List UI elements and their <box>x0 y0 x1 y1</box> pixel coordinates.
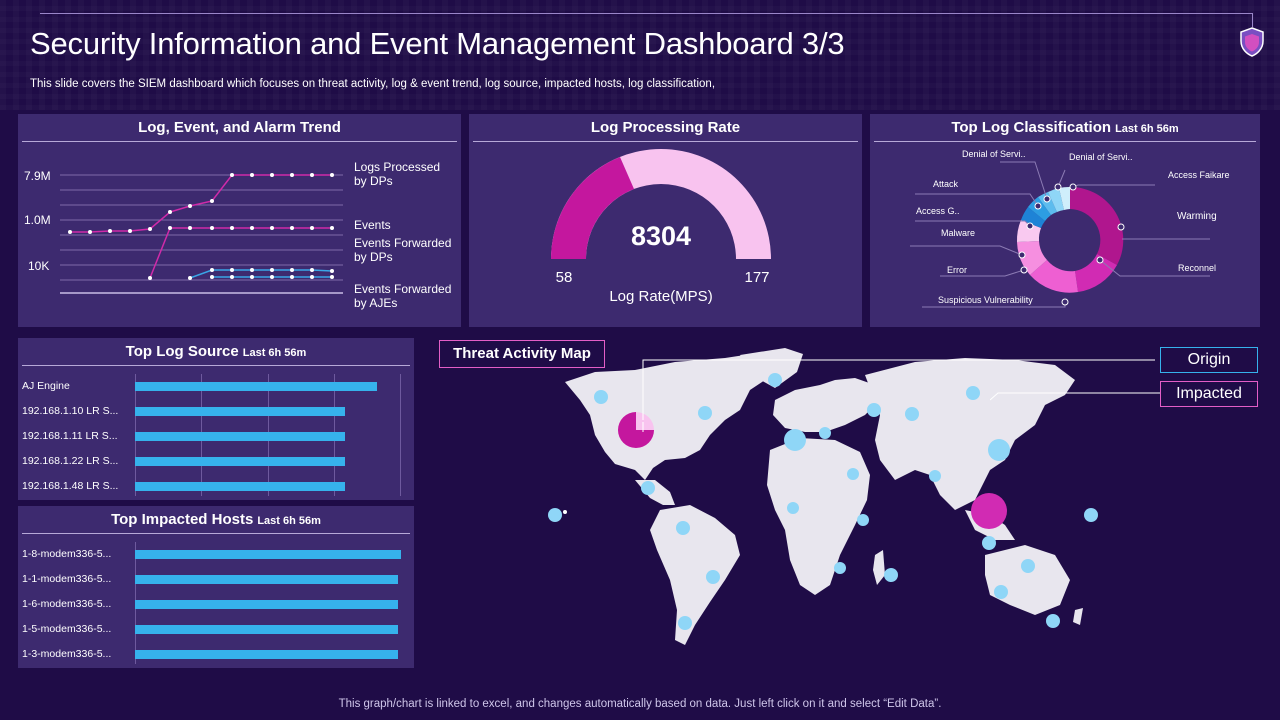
gauge-min: 58 <box>556 269 573 286</box>
origin-markers <box>548 373 1098 630</box>
row-label: 1-5-modem336-5... <box>22 623 112 635</box>
gauge-panel-title: Log Processing Rate <box>473 114 858 142</box>
log-source-panel-title: Top Log Source Last 6h 56m <box>22 338 410 366</box>
row-bar <box>135 575 398 584</box>
class-label-reconnel: Reconnel <box>1178 263 1216 273</box>
trend-panel-title: Log, Event, and Alarm Trend <box>22 114 457 142</box>
impacted-subtitle: Last 6h 56m <box>257 515 321 527</box>
y-tick-1-0m: 1.0M <box>24 213 51 227</box>
class-label-suspicious: Suspicious Vulnerability <box>938 295 1033 305</box>
page-subtitle: This slide covers the SIEM dashboard whi… <box>30 78 716 90</box>
row-bar <box>135 650 398 659</box>
class-label-malware: Malware <box>941 228 975 238</box>
row-label: 192.168.1.48 LR S... <box>22 480 119 492</box>
series-events-forwarded-points <box>188 268 334 280</box>
class-label-error: Error <box>947 265 967 275</box>
legend-events-forwarded-ajes: Events Forwarded by AJEs <box>354 282 452 310</box>
row-label: 1-1-modem336-5... <box>22 573 112 585</box>
header-rule-drop <box>1252 13 1253 27</box>
classification-title-text: Top Log Classification <box>951 119 1112 136</box>
row-label: 192.168.1.10 LR S... <box>22 405 119 417</box>
classification-panel: Top Log Classification Last 6h 56m <box>870 114 1260 327</box>
row-label: 1-6-modem336-5... <box>22 598 112 610</box>
row-bar <box>135 407 345 416</box>
row-bar <box>135 432 345 441</box>
world-map <box>548 348 1155 645</box>
impact-markers <box>618 412 1007 529</box>
impacted-panel: Top Impacted Hosts Last 6h 56m 1-8-modem3… <box>18 506 414 668</box>
log-source-title-text: Top Log Source <box>125 343 239 360</box>
row-bar <box>135 382 377 391</box>
footer-note: This graph/chart is linked to excel, and… <box>338 698 942 710</box>
series-logs-processed-points <box>68 173 334 234</box>
series-logs-processed <box>70 174 332 233</box>
threat-map-title: Threat Activity Map <box>439 340 605 368</box>
header-background-pattern <box>0 0 1280 110</box>
page-title: Security Information and Event Managemen… <box>30 26 845 61</box>
row-label: AJ Engine <box>22 380 70 392</box>
series-events-points <box>148 226 334 280</box>
trend-chart: 7.9M 1.0M 10K <box>24 169 343 294</box>
legend-origin: Origin <box>1160 347 1258 373</box>
classification-donut: Denial of Servi.. Denial of Servi.. Acce… <box>910 149 1230 308</box>
impacted-title-text: Top Impacted Hosts <box>111 511 254 528</box>
gauge-fill <box>551 157 634 259</box>
series-events <box>149 227 332 279</box>
legend-events-forwarded-dps: Events Forwarded by DPs <box>354 236 452 264</box>
class-label-attack: Attack <box>933 179 959 189</box>
gauge-value: 8304 <box>631 221 691 251</box>
class-label-warming: Warming <box>1177 211 1217 222</box>
gauge-panel: Log Processing Rate 8304 58 177 Log Rate… <box>469 114 862 327</box>
class-label-access-g: Access G.. <box>916 206 960 216</box>
row-label: 1-3-modem336-5... <box>22 648 112 660</box>
y-tick-7-9m: 7.9M <box>24 169 51 183</box>
gauge-label: Log Rate(MPS) <box>609 288 712 305</box>
log-source-panel: Top Log Source Last 6h 56m AJ Engine 192.1… <box>18 338 414 500</box>
row-bar <box>135 600 398 609</box>
row-bar <box>135 550 401 559</box>
legend-impacted: Impacted <box>1160 381 1258 407</box>
header-rule <box>40 13 1253 14</box>
gauge-max: 177 <box>744 269 769 286</box>
class-label-access-faikare: Access Faikare <box>1168 170 1230 180</box>
y-tick-10k: 10K <box>28 259 49 273</box>
world-map-land <box>565 348 1083 645</box>
class-label-denial-2: Denial of Servi.. <box>1069 152 1133 162</box>
map-connector-impacted <box>990 392 1160 401</box>
shield-logo-icon <box>1240 27 1264 57</box>
row-label: 192.168.1.11 LR S... <box>22 430 118 442</box>
gauge-chart: 8304 58 177 Log Rate(MPS) <box>551 149 771 305</box>
series-events-forwarded-dps <box>189 269 333 279</box>
log-source-subtitle: Last 6h 56m <box>242 347 307 359</box>
class-label-denial-1: Denial of Servi.. <box>962 149 1026 159</box>
row-label: 192.168.1.22 LR S... <box>22 455 119 467</box>
classification-subtitle: Last 6h 56m <box>1115 123 1179 135</box>
legend-logs-processed: Logs Processed by DPs <box>354 160 441 188</box>
row-bar <box>135 457 345 466</box>
row-label: 1-8-modem336-5... <box>22 548 112 560</box>
row-bar <box>135 625 398 634</box>
classification-panel-title: Top Log Classification Last 6h 56m <box>874 114 1256 142</box>
trend-panel: Log, Event, and Alarm Trend 7.9M 1.0M 10… <box>18 114 461 327</box>
impacted-panel-title: Top Impacted Hosts Last 6h 56m <box>22 506 410 534</box>
legend-events: Events <box>354 218 391 232</box>
row-bar <box>135 482 345 491</box>
